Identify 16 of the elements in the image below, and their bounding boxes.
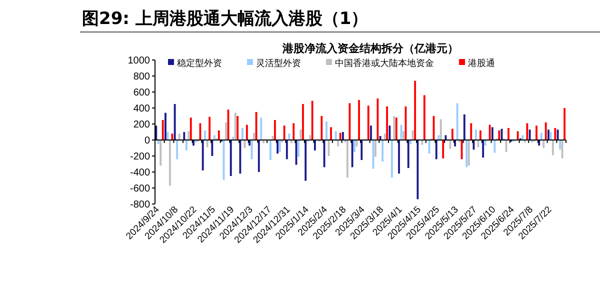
chart-title: 图29: 上周港股通大幅流入港股（1）	[82, 9, 368, 29]
y-tick-label: 600	[133, 88, 150, 98]
y-tick-label: 1000	[128, 56, 150, 66]
legend-label: 灵活型外资	[256, 58, 301, 69]
y-tick-label: 800	[133, 72, 150, 82]
chart-subtitle: 港股净流入资金结构拆分（亿港元）	[282, 42, 458, 55]
y-tick-label: -200	[130, 152, 150, 162]
y-tick-label: -800	[130, 200, 150, 210]
y-tick-label: -600	[130, 184, 150, 194]
y-tick-label: 400	[133, 104, 150, 114]
legend-label: 稳定型外资	[177, 58, 222, 69]
y-tick-label: -400	[130, 168, 150, 178]
y-tick-label: 200	[133, 120, 150, 130]
legend-label: 中国香港或大陆本地资金	[335, 58, 434, 69]
legend-label: 港股通	[468, 58, 495, 69]
y-tick-label: 0	[144, 136, 150, 146]
